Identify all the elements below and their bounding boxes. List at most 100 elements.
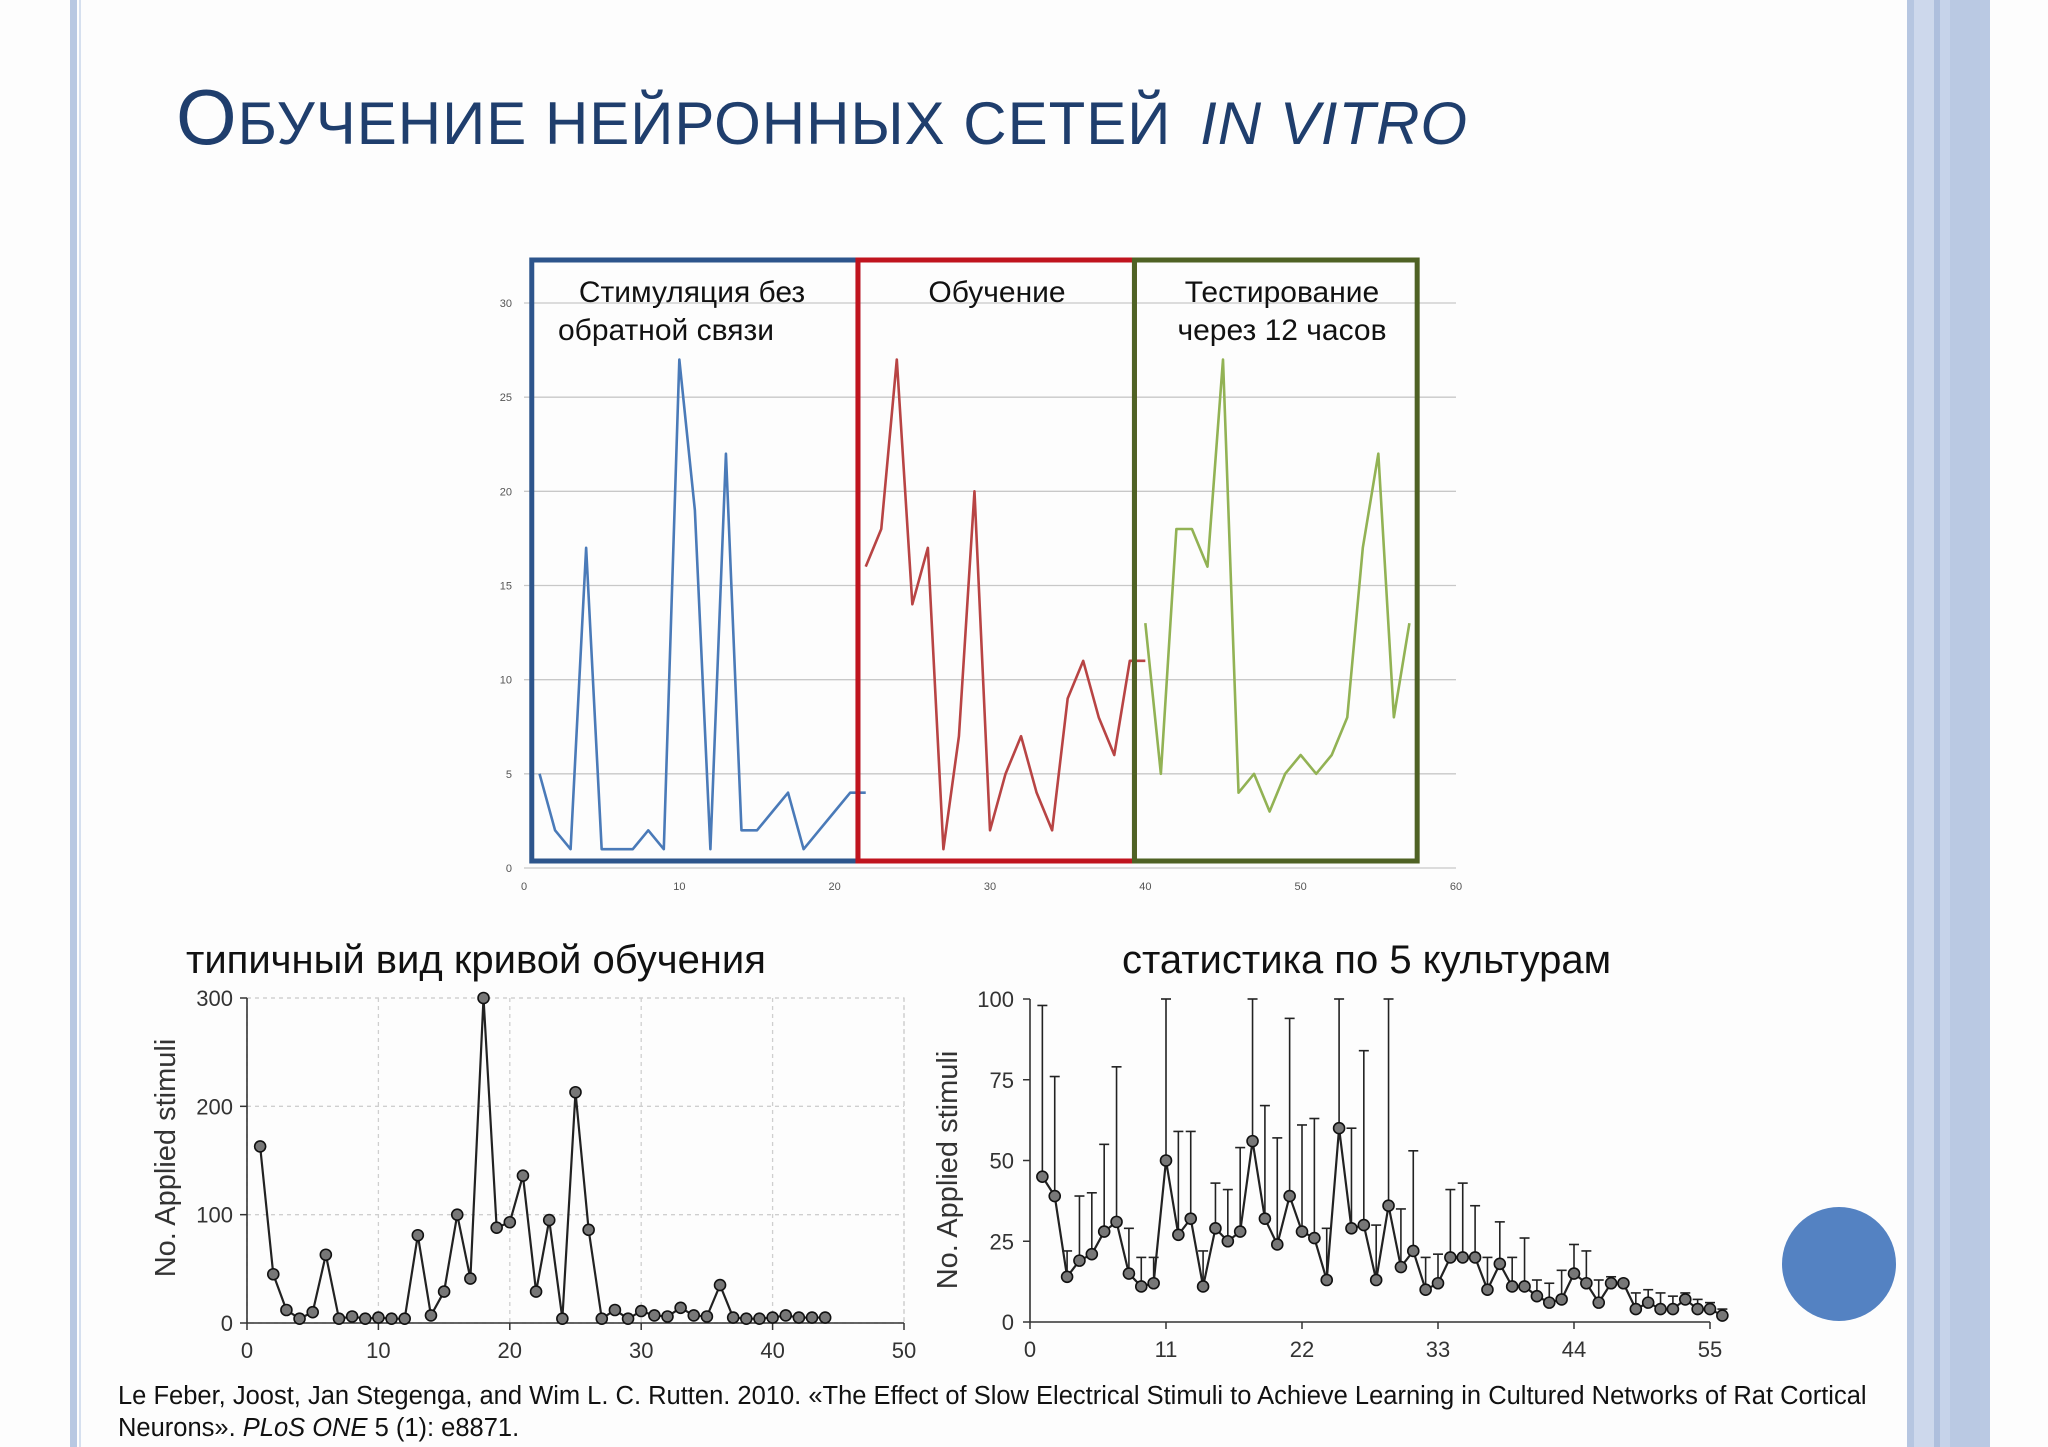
right-decor-bar — [1940, 0, 1950, 1447]
chart2-data-point — [398, 1312, 411, 1325]
chart3-series-line — [1041, 1128, 1723, 1317]
chart1-phase-labels: Стимуляция без обратной связи Обучение Т… — [558, 276, 1387, 347]
chart3-data-point — [1604, 1276, 1618, 1290]
chart3-data-point — [1295, 1225, 1309, 1238]
chart2-data-point — [319, 1248, 333, 1262]
chart2-data-point — [556, 1312, 569, 1325]
chart2-data-point — [516, 1169, 530, 1182]
right-decor-bar — [1914, 0, 1934, 1447]
chart3-data-point — [1530, 1289, 1544, 1303]
chart2-data-point — [634, 1304, 648, 1318]
chart2-xtick-label: 10 — [366, 1338, 390, 1363]
chart1-ticks: 0 5 10 15 20 25 30 0 10 20 30 40 50 60 — [500, 298, 1462, 893]
chart2-plot-frame — [246, 997, 905, 1324]
chart2-grid — [246, 997, 905, 1324]
chart3-data-point — [1196, 1280, 1210, 1293]
chart3-data-point — [1036, 1170, 1049, 1183]
chart2-data-point — [621, 1312, 635, 1325]
chart3-data-point — [1678, 1293, 1692, 1306]
chart1-xtick-label: 30 — [984, 881, 996, 893]
chart2-data-point — [595, 1312, 609, 1325]
chart2-data-point — [450, 1208, 464, 1221]
chart2-xtick-label: 40 — [760, 1338, 784, 1363]
chart3-data-point — [1580, 1276, 1593, 1290]
chart2-data-point — [648, 1309, 661, 1322]
chart2-data-point — [687, 1309, 701, 1322]
chart3-data-point — [1394, 1260, 1408, 1274]
chart3-xtick-label: 0 — [1024, 1337, 1036, 1362]
slide-title: Обучение нейронных сетей in vitro — [176, 72, 1468, 163]
chart2-data-point — [293, 1312, 306, 1325]
chart3-data-point — [1073, 1254, 1086, 1267]
chart2-data-point — [372, 1311, 385, 1324]
chart3-data-point — [1172, 1228, 1185, 1242]
chart1-xtick-label: 50 — [1295, 881, 1307, 893]
chart3-data-point — [1110, 1215, 1123, 1229]
chart3-xtick-label: 11 — [1155, 1337, 1178, 1362]
chart3-data-point — [1641, 1296, 1655, 1309]
chart3-data-point — [1691, 1302, 1704, 1316]
chart3-data-point — [1481, 1283, 1494, 1296]
chart3-data-point — [1308, 1231, 1321, 1245]
chart2-data-point — [253, 1140, 267, 1153]
chart1-ytick-label: 15 — [500, 581, 512, 593]
right-decor-bar — [1934, 0, 1940, 1447]
chart2-data-point — [726, 1311, 740, 1324]
caption-statistics: статистика по 5 культурам — [1122, 938, 1612, 982]
chart2-data-point — [608, 1303, 622, 1317]
chart2-data-point — [818, 1311, 832, 1324]
chart3-data-point — [1629, 1302, 1643, 1316]
chart3-xtick-label: 55 — [1698, 1337, 1722, 1362]
chart3-ticks: 0 25 50 75 100 0 11 22 33 44 55 — [977, 987, 1722, 1362]
chart3-data-point — [1456, 1251, 1470, 1264]
chart3-data-point — [1233, 1225, 1247, 1238]
chart3-data-point — [1666, 1302, 1680, 1316]
phase3-label-line2: через 12 часов — [1177, 314, 1386, 347]
chart1-xtick-label: 10 — [673, 881, 685, 893]
chart3-ytick-label: 50 — [990, 1149, 1014, 1174]
chart2-data-point — [358, 1312, 372, 1325]
chart1-phase-box — [1131, 257, 1420, 864]
chart3-data-point — [1320, 1273, 1334, 1287]
chart3-data-point — [1209, 1222, 1222, 1235]
chart2-data-point — [753, 1312, 766, 1325]
caption-learning-curve: типичный вид кривой обучения — [186, 938, 766, 982]
chart3-data-point — [1060, 1270, 1074, 1284]
chart2-data-point — [529, 1285, 543, 1298]
chart2-data-point — [503, 1215, 517, 1229]
chart2-data-point — [700, 1310, 714, 1323]
chart3-data-point — [1703, 1302, 1717, 1316]
chart2-data-point — [792, 1311, 806, 1324]
chart2-data-point — [280, 1303, 293, 1317]
chart3-data-point — [1468, 1251, 1482, 1264]
chart3-data-point — [1592, 1296, 1606, 1309]
phase1-label-line1: Стимуляция без — [579, 276, 805, 309]
chart2-data-point — [266, 1267, 280, 1281]
chart3-data-point — [1444, 1251, 1457, 1264]
chart3-data-point — [1097, 1225, 1111, 1238]
chart1-lines — [538, 358, 1411, 851]
chart2-series — [253, 991, 832, 1325]
chart3-error-bars — [1037, 998, 1728, 1316]
chart2-series-line — [259, 997, 826, 1321]
chart2-data-point — [661, 1310, 674, 1323]
chart3-data-point — [1505, 1280, 1519, 1293]
chart2-data-point — [713, 1278, 727, 1292]
chart3-data-point — [1555, 1293, 1568, 1306]
chart3-xtick-label: 22 — [1290, 1337, 1314, 1362]
chart3-data-point — [1369, 1273, 1383, 1287]
chart3-data-point — [1246, 1134, 1259, 1148]
chart2-data-point — [411, 1228, 425, 1242]
chart1-phase-box — [529, 257, 861, 864]
chart1-xtick-label: 0 — [521, 881, 527, 893]
chart2-data-point — [437, 1285, 451, 1298]
chart3-data-point — [1134, 1280, 1148, 1293]
chart3-data-point — [1159, 1154, 1173, 1167]
chart2-data-point — [740, 1312, 753, 1325]
chart3-ytick-label: 100 — [977, 987, 1014, 1012]
chart3-data-point — [1382, 1199, 1395, 1213]
phase3-label-line1: Тестирование — [1185, 276, 1380, 309]
chart2-axes — [240, 997, 905, 1330]
